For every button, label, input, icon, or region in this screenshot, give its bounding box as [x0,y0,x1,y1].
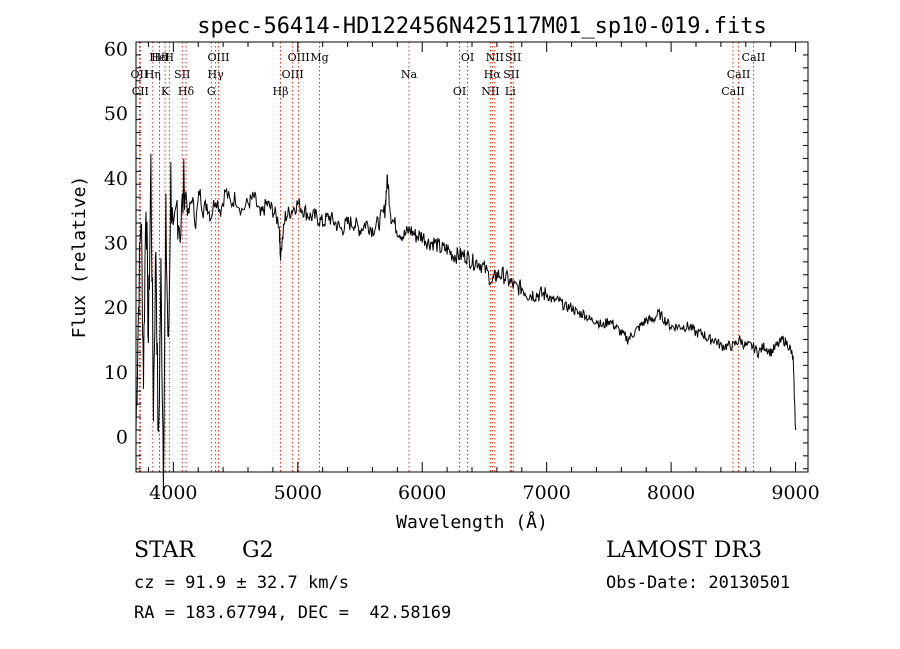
spectral-line-label: CaII [721,85,745,98]
velocity-readout: cz = 91.9 ± 32.7 km/s [134,573,349,593]
y-axis-label: Flux (relative) [69,176,90,339]
spectral-line-label: OII [131,68,149,81]
y-tick-label: 40 [104,168,128,190]
spectral-line-label: K [161,85,170,98]
object-subclass: G2 [242,538,274,563]
spectral-line-label: Hη [145,68,161,81]
spectral-line-label: SII [505,51,521,64]
spectral-line-label: Na [401,68,418,81]
spectral-line-label: Hδ [178,85,195,98]
y-tick-label: 60 [104,38,128,60]
spectral-line-label: Hβ [273,85,289,98]
spectral-line-label: OIII [282,68,304,81]
x-tick-label: 4000 [149,482,197,504]
survey-name: LAMOST DR3 [606,538,762,563]
spectral-line-label: SII [174,68,190,81]
chart-title: spec-56414-HD122456N425117M01_sp10-019.f… [197,14,767,39]
y-tick-label: 20 [104,297,128,319]
plot-frame [135,41,809,473]
x-tick-label: 6000 [398,482,446,504]
spectral-line-label: Hγ [208,68,225,81]
y-tick-label: 10 [104,362,128,384]
coordinates-readout: RA = 183.67794, DEC = 42.58169 [134,603,452,623]
spectral-line-label: HeI [149,51,169,64]
spectral-line-label: G [207,85,216,98]
spectral-line-label: Mg [310,51,328,64]
spectral-line-label: OI [461,51,474,64]
spectral-line-label: OIII [207,51,229,64]
x-tick-label: 5000 [274,482,322,504]
spectral-line-label: CII [132,85,149,98]
y-tick-label: 50 [104,103,128,125]
x-tick-label: 7000 [522,482,570,504]
y-tick-label: 0 [116,426,128,448]
object-class: STAR [134,538,195,563]
y-tick-label: 30 [104,232,128,254]
obs-date: Obs-Date: 20130501 [606,573,791,593]
spectrum-line [135,153,797,489]
spectral-line-label: Hα [484,68,502,81]
spectral-line-label: Hδ [151,51,168,64]
spectral-line-label: NII [486,51,504,64]
spectral-line-label: OI [453,85,466,98]
x-tick-label: 8000 [647,482,695,504]
spectral-line-label: NII [481,85,499,98]
spectral-line-label: Li [505,85,516,98]
spectral-line-label: CaII [742,51,766,64]
x-tick-label: 9000 [771,482,819,504]
spectral-line-label: OIII [288,51,310,64]
x-axis-label: Wavelength (Å) [396,511,548,533]
spectral-line-label: CaII [727,68,751,81]
spectral-line-label: H [165,51,175,64]
spectral-line-label: SII [503,68,519,81]
